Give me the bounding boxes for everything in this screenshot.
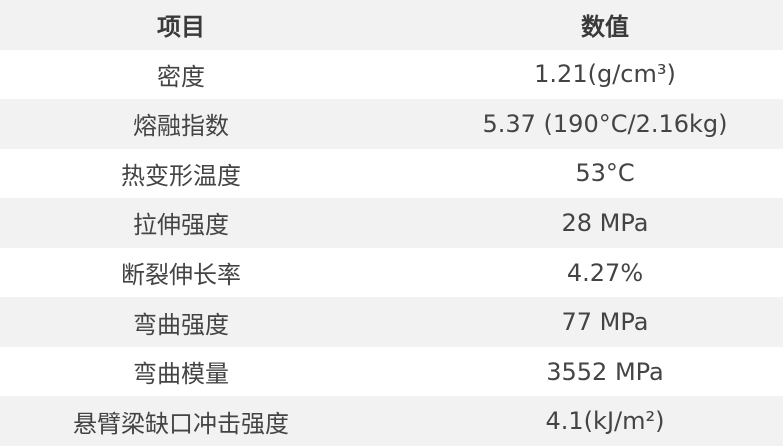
property-value: 4.27% xyxy=(566,258,644,287)
table-header: 项目 数值 xyxy=(0,0,783,50)
property-name: 弯曲模量 xyxy=(133,360,229,389)
property-value: 28 MPa xyxy=(561,208,649,237)
property-value: 1.21(g/cm³) xyxy=(534,60,676,89)
property-name: 热变形温度 xyxy=(121,161,241,190)
property-value: 5.37 (190°C/2.16kg) xyxy=(482,109,728,138)
table-row: 拉伸强度 28 MPa xyxy=(0,198,783,248)
property-name: 断裂伸长率 xyxy=(121,261,241,289)
table-row: 密度 1.21(g/cm³) xyxy=(0,49,783,100)
table-row: 热变形温度 53°C xyxy=(0,148,783,199)
property-value: 53°C xyxy=(575,159,635,188)
property-value: 77 MPa xyxy=(561,308,649,337)
table-row: 熔融指数 5.37 (190°C/2.16kg) xyxy=(0,99,783,149)
table-row: 弯曲模量 3552 MPa xyxy=(0,346,783,397)
table-row: 悬臂梁缺口冲击强度 4.1(kJ/m²) xyxy=(0,396,783,446)
property-name: 悬臂梁缺口冲击强度 xyxy=(73,409,289,438)
property-name: 熔融指数 xyxy=(133,112,229,141)
property-name: 拉伸强度 xyxy=(133,211,229,240)
header-item: 项目 xyxy=(157,13,205,42)
header-value: 数值 xyxy=(581,13,629,42)
table-row: 断裂伸长率 4.27% xyxy=(0,247,783,298)
property-value: 3552 MPa xyxy=(546,357,664,386)
table-row: 弯曲强度 77 MPa xyxy=(0,297,783,347)
property-value: 4.1(kJ/m²) xyxy=(545,407,665,436)
property-name: 弯曲强度 xyxy=(133,310,229,339)
property-name: 密度 xyxy=(157,62,205,91)
